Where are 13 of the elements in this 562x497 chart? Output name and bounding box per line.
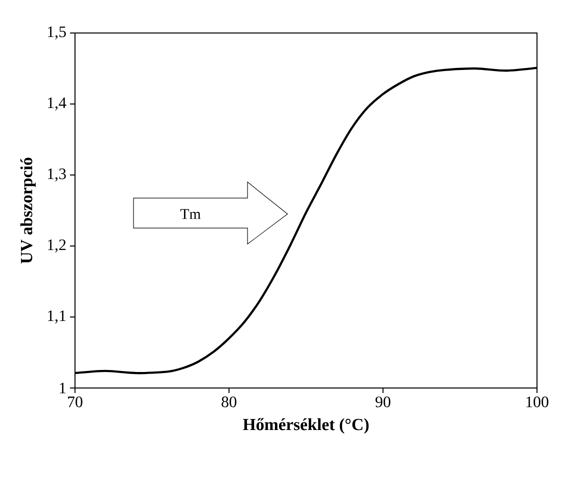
x-tick-label: 100: [526, 396, 548, 408]
x-tick-label: 90: [376, 396, 390, 408]
y-tick-label: 1,3: [48, 168, 66, 182]
y-tick-label: 1,1: [48, 310, 66, 324]
y-axis-title: UV abszorpció: [20, 158, 36, 264]
y-tick-label: 1,2: [48, 240, 66, 252]
y-tick-label: 1,5: [48, 26, 66, 40]
y-tick-label: 1: [60, 382, 66, 394]
x-tick-label: 70: [68, 396, 82, 408]
annotation: Tm: [180, 209, 201, 219]
x-tick-label: 80: [222, 396, 236, 408]
x-axis-title: Hőmérséklet (°C): [242, 418, 369, 434]
y-tick-label: 1,4: [48, 98, 66, 110]
